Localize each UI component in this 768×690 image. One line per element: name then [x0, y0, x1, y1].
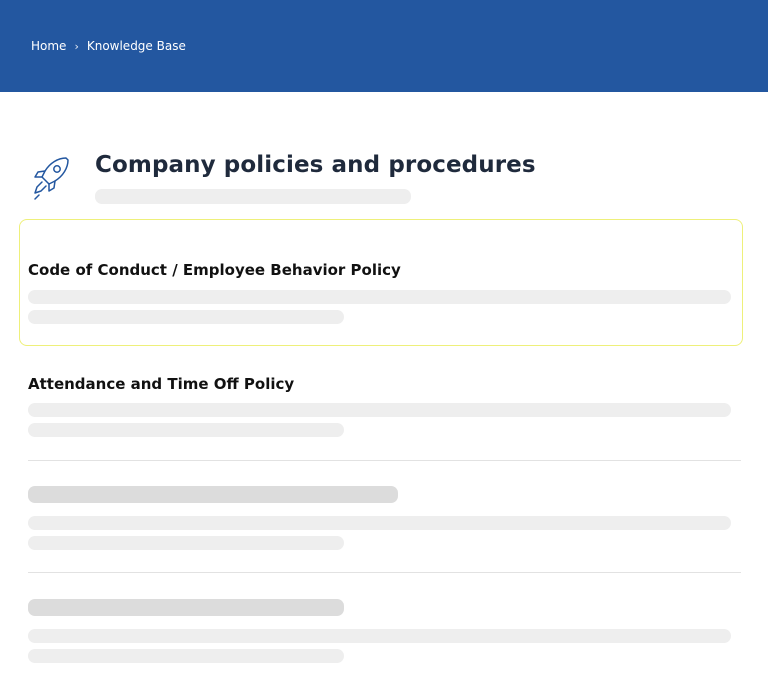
- article-summary-placeholder: [28, 310, 344, 324]
- article-summary-placeholder: [28, 536, 344, 550]
- rocket-icon: [28, 152, 76, 200]
- article-summary-placeholder: [28, 423, 344, 437]
- header-bar: Home › Knowledge Base: [0, 0, 768, 92]
- article-card-selected[interactable]: [19, 219, 743, 346]
- page-title: Company policies and procedures: [95, 152, 536, 178]
- article-title-placeholder: [28, 486, 398, 503]
- breadcrumb: Home › Knowledge Base: [31, 39, 186, 53]
- article-summary-placeholder: [28, 516, 731, 530]
- breadcrumb-knowledge-base-link[interactable]: Knowledge Base: [86, 39, 186, 53]
- article-title-attendance[interactable]: Attendance and Time Off Policy: [28, 375, 295, 393]
- page-description-placeholder: [95, 189, 411, 204]
- article-title-placeholder: [28, 599, 344, 616]
- breadcrumb-home-link[interactable]: Home: [31, 39, 67, 53]
- article-summary-placeholder: [28, 649, 344, 663]
- article-summary-placeholder: [28, 403, 731, 417]
- article-summary-placeholder: [28, 290, 731, 304]
- article-divider: [28, 572, 741, 573]
- article-summary-placeholder: [28, 629, 731, 643]
- article-title-code-of-conduct[interactable]: Code of Conduct / Employee Behavior Poli…: [28, 261, 401, 279]
- breadcrumb-separator: ›: [74, 39, 79, 53]
- article-divider: [28, 460, 741, 461]
